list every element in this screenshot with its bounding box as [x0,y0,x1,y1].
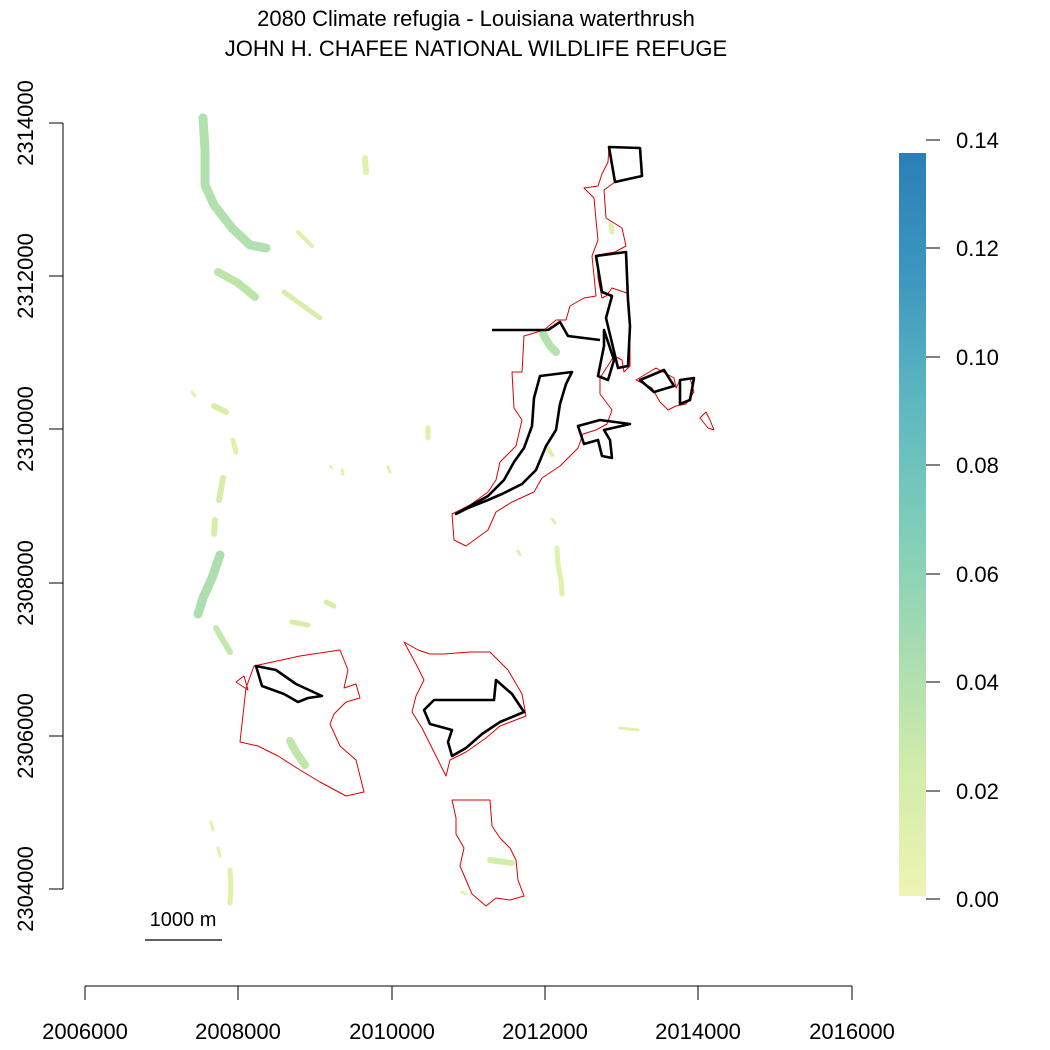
refugia-patch [546,446,554,457]
x-tick-label: 2010000 [349,1019,435,1044]
colorbar-tick-label: 0.06 [956,562,999,587]
refugia-patch [550,517,557,525]
colorbar-tick-label: 0.14 [956,128,999,153]
scale-bar: 1000 m [145,909,222,941]
refuge-boundary-southwest [235,649,365,797]
scale-bar-label: 1000 m [150,909,217,931]
colorbar-tick-label: 0.08 [956,453,999,478]
refugia-patch [198,113,271,253]
refuge-boundary-north [451,146,643,547]
y-tick-label: 2312000 [13,233,38,319]
refuge-boundary-south [451,799,525,907]
colorbar-tick-label: 0.00 [956,887,999,912]
x-tick-label: 2014000 [655,1019,741,1044]
refuge-boundary-outlines [235,146,715,907]
refuge-core-outlines [254,145,696,758]
refugia-patch [386,465,392,474]
refuge-core-north [594,145,644,382]
colorbar-tick-label: 0.02 [956,779,999,804]
refugia-patch [193,550,225,619]
refugia-patch [190,390,197,398]
refugia-patch [608,222,615,235]
refugia-patch [230,437,239,455]
refugia-patch [539,330,560,356]
x-tick-label: 2012000 [502,1019,588,1044]
refugia-patch [487,857,515,866]
refugia-patch [216,475,226,503]
refuge-core-southwest [254,664,324,704]
refugia-patch [554,545,565,597]
y-tick-label: 2308000 [13,540,38,626]
y-axis-ticks: 2304000 2306000 2308000 2310000 2312000 … [13,80,63,932]
y-tick-label: 2306000 [13,693,38,779]
x-axis-ticks: 2006000 2008000 2010000 2012000 2014000 … [42,986,895,1044]
refuge-boundary-central [403,641,527,777]
colorbar-legend: 0.00 0.02 0.04 0.06 0.08 0.10 0.12 0.14 [899,128,999,912]
refugia-patch [296,230,314,248]
refuge-core-east [576,368,696,460]
refugia-patch [516,549,522,557]
refugia-patch [362,155,369,175]
map-title: 2080 Climate refugia - Louisiana waterth… [257,6,695,31]
refugia-patch [214,268,259,301]
refugia-raster [190,113,640,906]
y-tick-label: 2304000 [13,846,38,932]
map-subtitle: JOHN H. CHAFEE NATIONAL WILDLIFE REFUGE [225,36,727,61]
refugia-patch [216,846,222,858]
colorbar-tick-label: 0.12 [956,236,999,261]
refugia-patch [340,468,345,476]
colorbar-tick-label: 0.04 [956,670,999,695]
refugia-patch [286,737,309,769]
colorbar-bar [899,153,926,896]
refuge-boundary-east [635,367,715,431]
refugia-patch [618,726,640,732]
x-tick-label: 2008000 [195,1019,281,1044]
refugia-patch [281,289,323,321]
refuge-core-central [422,678,526,758]
y-tick-label: 2310000 [13,386,38,472]
refugia-patch [227,867,234,906]
x-tick-label: 2016000 [809,1019,895,1044]
refugia-patch [323,599,337,609]
refugia-patch [211,403,229,415]
refugia-patch [289,619,311,628]
colorbar-ticks: 0.00 0.02 0.04 0.06 0.08 0.10 0.12 0.14 [926,128,999,912]
refugia-patch [213,625,233,655]
refuge-core-spine [454,320,601,516]
refugia-patch [209,820,215,832]
refugia-patch [211,517,218,537]
x-tick-label: 2006000 [42,1019,128,1044]
colorbar-tick-label: 0.10 [956,345,999,370]
refugia-patch [460,890,468,896]
y-tick-label: 2314000 [13,80,38,166]
refugia-patch [329,465,333,469]
